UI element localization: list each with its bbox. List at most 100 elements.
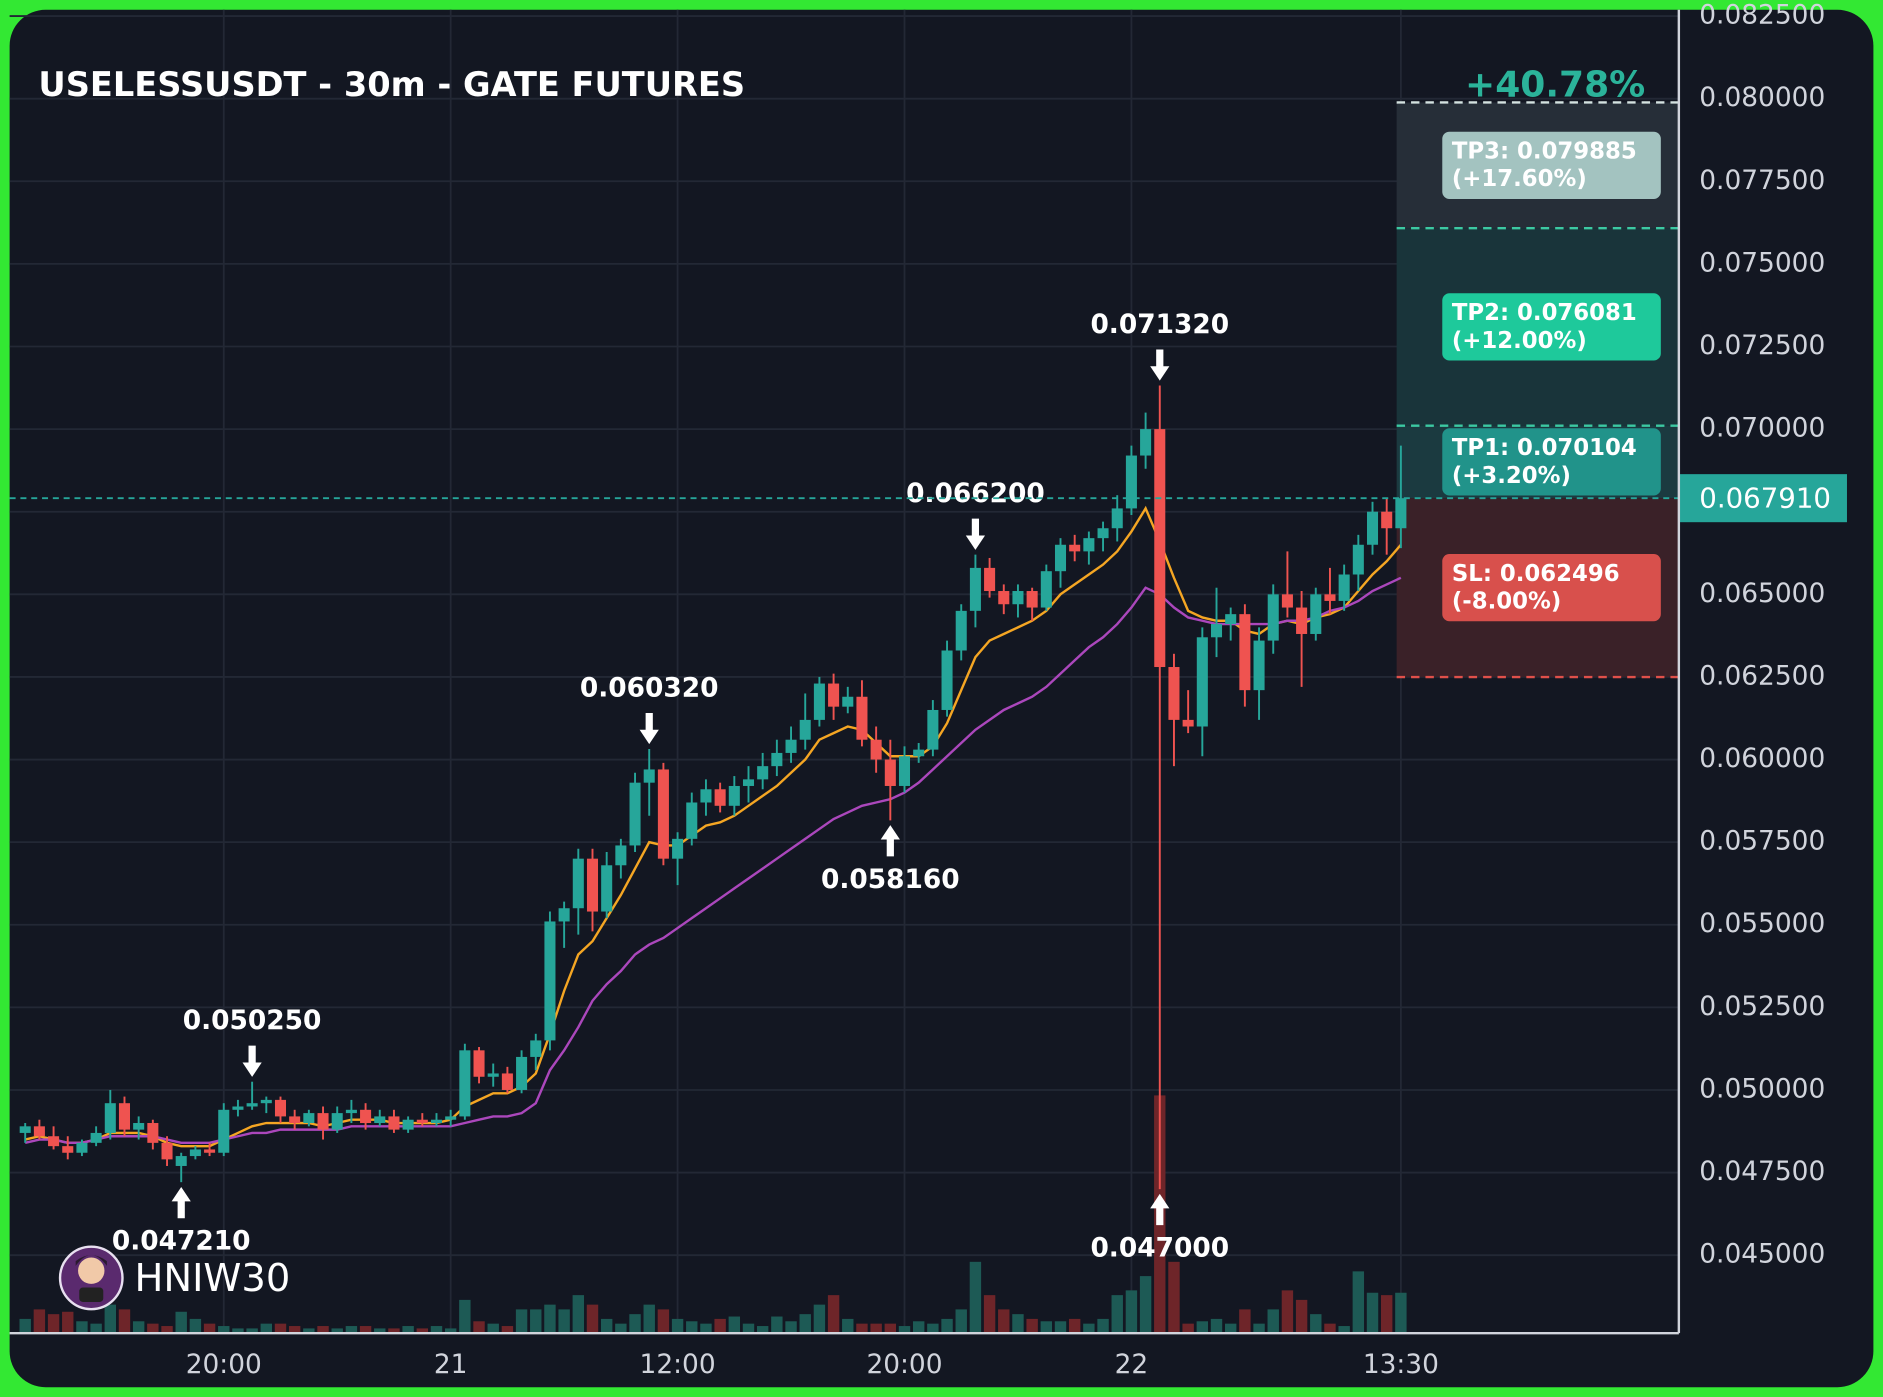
volume-bar	[459, 1299, 471, 1334]
candle-body	[1281, 594, 1293, 608]
volume-bar	[62, 1311, 74, 1334]
candle-body	[388, 1116, 400, 1130]
candle-body	[1338, 574, 1350, 601]
candle-body	[473, 1050, 485, 1077]
volume-bar	[714, 1318, 726, 1334]
candle-body	[601, 865, 613, 912]
candle-body	[516, 1056, 528, 1090]
candle-body	[1069, 544, 1081, 552]
candle-body	[969, 567, 981, 611]
volume-bar	[842, 1318, 854, 1334]
volume-bar	[785, 1321, 797, 1334]
volume-bar	[927, 1323, 939, 1334]
candle-body	[246, 1103, 258, 1107]
level-label: TP3: 0.079885	[1452, 139, 1637, 165]
y-tick-label: 0.082500	[1699, 0, 1825, 31]
y-tick-label: 0.047500	[1699, 1156, 1825, 1187]
volume-bar	[955, 1309, 967, 1334]
annotation-arrow	[242, 1045, 262, 1077]
candle-body	[913, 749, 925, 757]
candle-body	[955, 610, 967, 651]
candle-body	[941, 650, 953, 710]
volume-bar	[1281, 1290, 1294, 1334]
volume-bar	[317, 1326, 329, 1334]
volume-bar	[1310, 1314, 1322, 1334]
candle-body	[445, 1116, 457, 1120]
overlay-layer: 0.082500 0.080000 0.077500 0.075000 0.072500…	[9, 0, 1847, 1270]
annotation-label: 0.050250	[183, 1005, 322, 1036]
candle-body	[175, 1156, 187, 1166]
candle-body	[615, 845, 627, 866]
level-label: SL: 0.062496	[1452, 561, 1620, 587]
candle-body	[76, 1142, 88, 1153]
candle-body	[629, 782, 641, 846]
volume-bar	[132, 1321, 145, 1334]
candle-body	[657, 769, 669, 859]
current-price-tag	[1678, 474, 1847, 523]
candle-body	[1097, 528, 1109, 539]
y-tick-label: 0.050000	[1699, 1073, 1825, 1104]
annotation-label: 0.071320	[1090, 309, 1229, 340]
candle-body	[345, 1109, 357, 1114]
volume-bar	[544, 1304, 556, 1334]
candle-body	[998, 591, 1010, 605]
volume-bar	[983, 1295, 996, 1334]
moving-average-line	[24, 576, 1402, 1145]
candle-body	[303, 1113, 315, 1124]
x-tick-label: 21	[434, 1349, 468, 1380]
x-tick-label: 20:00	[866, 1349, 942, 1380]
candle-body	[714, 789, 726, 806]
volume-bar	[232, 1328, 244, 1334]
y-tick-label: 0.065000	[1699, 578, 1825, 609]
volume-bar	[530, 1309, 542, 1334]
gain-label: +40.78%	[1465, 65, 1645, 106]
volume-bar	[515, 1309, 528, 1334]
candle-body	[218, 1109, 230, 1153]
candle-body	[1111, 508, 1123, 529]
volume-bar	[374, 1328, 386, 1334]
candle-body	[189, 1149, 201, 1157]
candle-body	[104, 1103, 116, 1133]
candle-body	[260, 1099, 272, 1104]
level-label: (+12.00%)	[1452, 328, 1587, 354]
candle-body	[487, 1073, 499, 1077]
candle-body	[1054, 544, 1067, 572]
volume-bar	[799, 1314, 811, 1334]
volume-bar	[969, 1261, 982, 1334]
candle-body	[870, 739, 882, 760]
watermark: HNIW30	[58, 1245, 290, 1311]
annotation-arrow	[880, 825, 900, 857]
volume-bar	[1040, 1321, 1053, 1334]
volume-bar	[1182, 1323, 1194, 1334]
volume-bar	[728, 1316, 741, 1334]
annotation-arrow	[1150, 349, 1170, 381]
y-tick-label: 0.072500	[1699, 330, 1825, 361]
candle-body	[1395, 498, 1407, 529]
level-label: (+17.60%)	[1452, 166, 1587, 192]
candle-body	[530, 1040, 542, 1057]
y-tick-label: 0.062500	[1699, 660, 1825, 691]
volume-bar	[742, 1323, 755, 1334]
volume-bar	[1125, 1290, 1138, 1334]
candle-body	[133, 1123, 145, 1130]
volume-bar	[104, 1304, 117, 1334]
candle-body	[813, 683, 825, 720]
candle-body	[771, 752, 783, 767]
y-tick-label: 0.055000	[1699, 908, 1825, 939]
volume-bar	[1295, 1299, 1308, 1334]
volume-bar	[1083, 1323, 1095, 1334]
volume-bar	[572, 1295, 585, 1334]
candle-body	[799, 719, 811, 740]
y-tick-label: 0.052500	[1699, 991, 1825, 1022]
candle-body	[1296, 607, 1308, 634]
annotation-label: 0.066200	[906, 478, 1045, 509]
candle-body	[19, 1126, 31, 1133]
candle-body	[757, 766, 769, 780]
candle-body	[331, 1113, 343, 1130]
annotation-arrow	[171, 1186, 191, 1219]
volume-bar	[359, 1326, 372, 1334]
volume-bar	[600, 1318, 613, 1334]
volume-bar	[388, 1328, 400, 1334]
volume-bar	[19, 1318, 31, 1334]
volume-bar	[1239, 1309, 1251, 1334]
